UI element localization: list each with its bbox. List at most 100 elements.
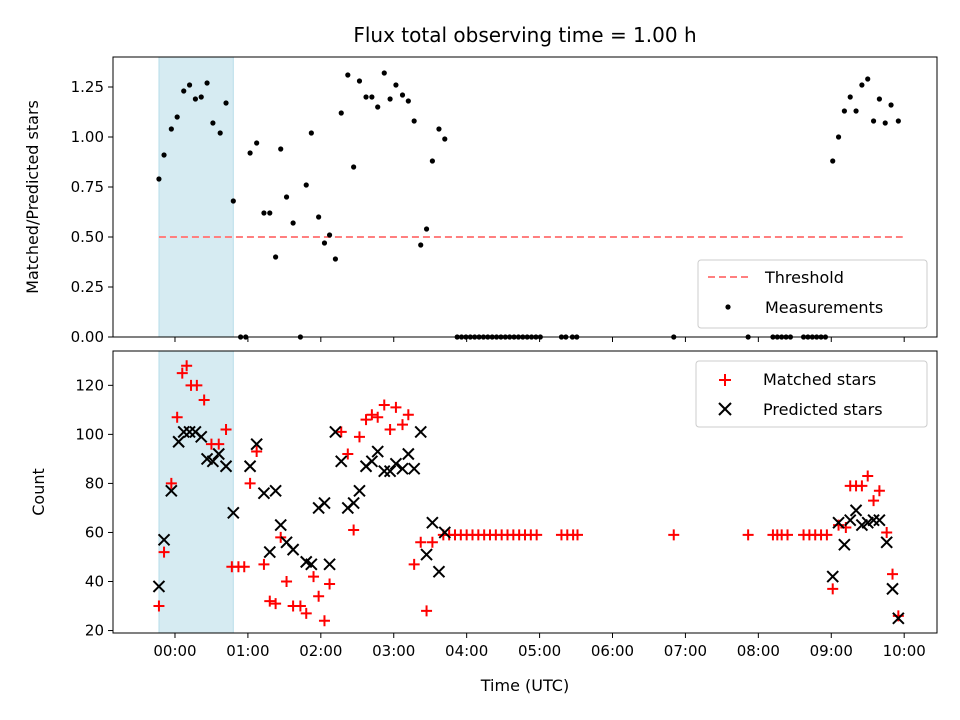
bottom-x-ticks: 00:00 01:00 02:00 03:00 04:00 05:00 06:00 07:00…	[153, 633, 926, 660]
measurement-point	[375, 104, 381, 110]
predicted-star-point	[274, 518, 287, 532]
top-x-ticks	[174, 337, 905, 342]
top-legend: Threshold Measurements	[697, 259, 928, 329]
y-tick-label: 120	[75, 376, 104, 394]
predicted-star-point	[329, 425, 342, 439]
matched-star-point	[153, 600, 165, 612]
matched-star-point	[384, 423, 396, 435]
measurement-point	[174, 114, 180, 120]
measurement-point	[429, 158, 435, 164]
y-tick-label: 0.25	[71, 278, 104, 296]
y-tick-label: 0.75	[71, 178, 104, 196]
y-tick-label: 100	[75, 425, 104, 443]
measurement-point	[261, 210, 267, 216]
matched-star-point	[308, 571, 320, 583]
x-tick-label: 07:00	[664, 642, 707, 660]
matched-star-point	[856, 480, 868, 492]
predicted-star-point	[195, 430, 208, 444]
matched-star-point	[873, 485, 885, 497]
predicted-star-point	[844, 513, 857, 527]
predicted-star-point	[402, 447, 415, 461]
predicted-star-point	[250, 437, 263, 451]
matched-star-point	[415, 536, 427, 548]
measurement-point	[418, 242, 424, 248]
measurement-point	[186, 82, 193, 88]
measurement-point	[356, 78, 363, 84]
x-tick-label: 06:00	[591, 642, 634, 660]
matched-star-point	[742, 529, 754, 541]
measurement-point	[181, 88, 187, 94]
predicted-star-point	[152, 580, 166, 593]
bottom-legend: Matched stars Predicted stars	[695, 360, 928, 428]
legend-predicted-label: Predicted stars	[763, 400, 883, 419]
predicted-star-point	[378, 464, 391, 478]
matched-star-point	[378, 399, 390, 411]
matched-star-point	[294, 600, 306, 612]
predicted-star-point	[873, 513, 886, 527]
matched-star-point	[531, 529, 543, 541]
matched-star-point	[402, 409, 414, 421]
top-shaded-interval	[158, 56, 234, 338]
measurement-point	[436, 126, 442, 132]
measurement-point	[835, 134, 842, 140]
measurement-points	[156, 70, 901, 340]
legend-matched-label: Matched stars	[763, 370, 876, 389]
x-tick-label: 03:00	[372, 642, 415, 660]
x-tick-label: 09:00	[810, 642, 853, 660]
predicted-star-point	[347, 496, 360, 510]
x-tick-label: 05:00	[518, 642, 561, 660]
matched-star-point	[421, 605, 433, 617]
measurement-point	[230, 198, 236, 204]
measurement-point	[393, 82, 399, 88]
y-tick-label: 60	[85, 523, 104, 541]
measurement-point	[217, 130, 223, 136]
matched-star-points	[153, 360, 904, 627]
matched-star-point	[213, 438, 225, 450]
matched-star-point	[335, 426, 347, 438]
predicted-star-point	[383, 464, 397, 478]
measurement-point	[210, 120, 216, 126]
measurement-point	[387, 96, 393, 102]
matched-star-point	[348, 524, 360, 536]
predicted-star-point	[420, 548, 433, 561]
measurement-point	[882, 120, 888, 126]
matched-star-point	[264, 595, 276, 607]
predicted-star-point	[365, 455, 379, 468]
matched-star-point	[270, 598, 282, 610]
matched-star-point	[300, 607, 312, 619]
matched-star-point	[408, 558, 420, 570]
measurement-point	[411, 118, 417, 124]
measurement-point	[841, 108, 847, 114]
matched-star-point	[281, 576, 293, 588]
predicted-star-point	[396, 462, 409, 475]
matched-star-point	[244, 477, 256, 489]
predicted-star-point	[183, 425, 196, 439]
matched-star-point	[868, 495, 880, 507]
predicted-star-point	[177, 425, 190, 439]
predicted-star-point	[243, 460, 257, 473]
matched-star-point	[342, 448, 354, 460]
matched-star-point	[827, 583, 839, 595]
measurement-point	[283, 194, 290, 200]
x-tick-label: 02:00	[299, 642, 342, 660]
predicted-star-point	[867, 513, 880, 527]
matched-star-point	[881, 526, 893, 538]
measurement-point	[859, 82, 865, 88]
predicted-star-point	[219, 460, 233, 473]
x-tick-label: 01:00	[226, 642, 269, 660]
predicted-star-point	[212, 447, 225, 461]
y-tick-label: 40	[85, 573, 104, 591]
predicted-star-point	[826, 570, 839, 583]
legend-measurements-label: Measurements	[765, 298, 883, 317]
measurement-point	[381, 70, 387, 76]
measurement-point	[303, 182, 309, 188]
matched-star-point	[668, 529, 680, 541]
predicted-star-point	[371, 445, 384, 458]
y-tick-label: 80	[85, 474, 104, 492]
matched-star-point	[176, 367, 188, 379]
predicted-star-point	[206, 455, 220, 468]
matched-star-point	[324, 578, 336, 590]
predicted-star-point	[335, 455, 348, 468]
measurement-point	[847, 94, 853, 100]
y-tick-label: 0.50	[71, 228, 104, 246]
